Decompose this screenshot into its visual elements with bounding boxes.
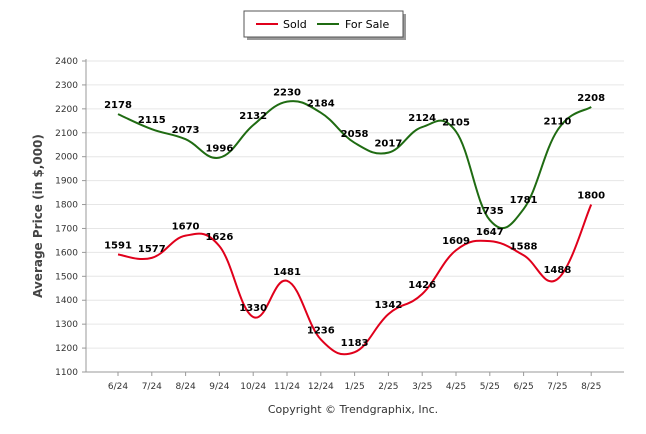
data-labels: 1591 1577 1670 1626 1330 1481 1236 1183 1342 1426…: [104, 88, 605, 349]
data-label: 2124: [408, 113, 436, 124]
x-tick-label: 6/25: [513, 382, 533, 392]
series-line-sold: [117, 204, 593, 356]
x-tick-label: 11/24: [274, 382, 300, 392]
data-label: 1426: [408, 280, 436, 291]
x-tick-label: 7/24: [142, 382, 162, 392]
data-label: 1670: [172, 222, 200, 233]
data-label: 1342: [374, 300, 402, 311]
data-label: 2105: [442, 118, 470, 129]
data-label: 1800: [577, 191, 605, 202]
y-tick-label: 2300: [55, 81, 78, 91]
x-tick-label: 6/24: [108, 382, 128, 392]
legend-label-sold: Sold: [283, 18, 307, 31]
x-tick-label: 2/25: [378, 382, 398, 392]
x-tick-label: 5/25: [480, 382, 500, 392]
x-tick-label: 3/25: [412, 382, 432, 392]
x-tick-label: 1/25: [344, 382, 364, 392]
data-label: 1996: [205, 144, 233, 155]
data-label: 2058: [341, 129, 369, 140]
y-tick-label: 1700: [55, 224, 78, 234]
data-label: 1609: [442, 236, 470, 247]
grid: [86, 60, 624, 349]
x-tick-label: 8/25: [581, 382, 601, 392]
data-label: 2230: [273, 88, 301, 99]
y-tick-label: 1600: [55, 248, 78, 258]
y-tick-label: 1100: [55, 368, 78, 378]
legend: Sold For Sale: [243, 10, 406, 40]
y-tick-label: 1900: [55, 177, 78, 187]
y-tick-label: 1400: [55, 296, 78, 306]
data-label: 2110: [543, 116, 571, 127]
x-tick-label: 4/25: [446, 382, 466, 392]
x-tick-label: 9/24: [209, 382, 229, 392]
data-label: 1236: [307, 325, 335, 336]
y-tick-label: 2100: [55, 129, 78, 139]
y-tick-label: 2000: [55, 153, 78, 163]
data-label: 1781: [510, 195, 538, 206]
y-tick-label: 1300: [55, 320, 78, 330]
axes: Average Price (in $,000) 1100 1200 1300 140…: [31, 57, 624, 392]
y-tick-label: 2200: [55, 105, 78, 115]
y-tick-label: 1500: [55, 272, 78, 282]
data-label: 1577: [138, 244, 166, 255]
y-tick-label: 1800: [55, 201, 78, 211]
legend-label-for-sale: For Sale: [345, 18, 389, 31]
x-tick-label: 8/24: [175, 382, 195, 392]
data-label: 1591: [104, 241, 132, 252]
data-label: 2132: [239, 111, 267, 122]
series-line-for-sale: [117, 100, 592, 230]
data-label: 1588: [510, 241, 538, 252]
data-label: 2178: [104, 100, 132, 111]
series-lines: [117, 100, 593, 356]
data-label: 2184: [307, 99, 335, 110]
data-label: 1330: [239, 303, 267, 314]
y-tick-label: 2400: [55, 57, 78, 67]
x-tick-label: 10/24: [240, 382, 266, 392]
x-tick-label: 7/25: [547, 382, 567, 392]
data-label: 1488: [543, 265, 571, 276]
data-label: 2115: [138, 115, 166, 126]
data-label: 1183: [341, 338, 369, 349]
y-tick-label: 1200: [55, 344, 78, 354]
data-label: 1735: [476, 206, 504, 217]
copyright-text: Copyright © Trendgraphix, Inc.: [268, 403, 438, 416]
data-label: 1647: [476, 227, 504, 238]
x-tick-label: 12/24: [308, 382, 334, 392]
y-axis-title: Average Price (in $,000): [31, 134, 45, 298]
data-label: 1626: [205, 232, 233, 243]
data-label: 2208: [577, 93, 605, 104]
data-label: 2073: [172, 125, 200, 136]
data-label: 1481: [273, 267, 301, 278]
data-label: 2017: [374, 139, 402, 150]
